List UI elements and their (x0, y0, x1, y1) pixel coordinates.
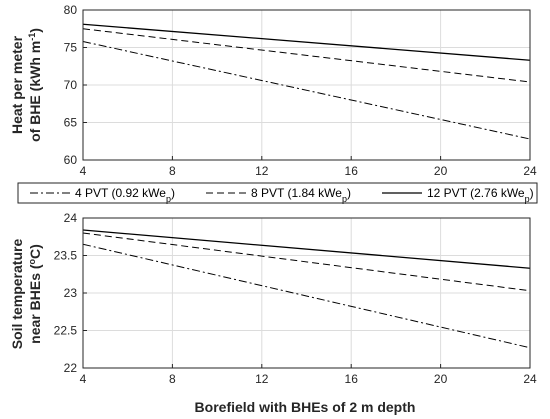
bottom-xtick-label: 12 (255, 372, 269, 386)
top-ytick-label: 65 (64, 116, 78, 130)
bottom-xtick-label: 8 (169, 372, 176, 386)
bottom-ytick-label: 24 (64, 211, 78, 225)
bottom-series-8pvt-line (82, 232, 531, 292)
top-ytick-label: 80 (64, 3, 78, 17)
top-ytick-label: 70 (64, 78, 78, 92)
bottom-series-4pvt-line (82, 243, 531, 349)
bottom-xtick-label: 16 (345, 372, 359, 386)
top-xtick-label: 4 (80, 164, 87, 178)
bottom-ylabel-line2: near BHEs (oC) (27, 244, 43, 344)
legend: 4 PVT (0.92 kWep) 8 PVT (1.84 kWep) 12 P… (17, 182, 538, 204)
bottom-panel: 4 8 12 16 20 24 22 22.5 23 23.5 24 (54, 211, 537, 386)
bottom-ytick-label: 23.5 (54, 249, 78, 263)
bottom-ytick-label: 22 (64, 361, 78, 375)
top-xtick-label: 12 (255, 164, 269, 178)
legend-label-4pvt: 4 PVT (0.92 kWep) (75, 186, 175, 204)
top-panel: 4 8 12 16 20 24 60 65 70 75 80 (64, 3, 537, 178)
top-xtick-label: 20 (434, 164, 448, 178)
top-series-8pvt-line (82, 28, 531, 83)
top-ytick-label: 75 (64, 41, 78, 55)
top-series-12pvt-line (82, 23, 531, 61)
top-series-4pvt-line (82, 41, 531, 140)
top-ylabel-line2: of BHE (kWh m-1) (27, 28, 43, 142)
bottom-xtick-label: 4 (80, 372, 87, 386)
legend-label-12pvt: 12 PVT (2.76 kWep) (427, 186, 534, 204)
bottom-ytick-label: 23 (64, 286, 78, 300)
bottom-ytick-label: 22.5 (54, 324, 78, 338)
bottom-xtick-label: 20 (434, 372, 448, 386)
legend-label-8pvt: 8 PVT (1.84 kWep) (251, 186, 351, 204)
top-xtick-label: 16 (345, 164, 359, 178)
top-xtick-label: 24 (523, 164, 537, 178)
top-ytick-label: 60 (64, 153, 78, 167)
bottom-xlabel: Borefield with BHEs of 2 m depth (195, 399, 416, 415)
bottom-xtick-label: 24 (523, 372, 537, 386)
top-xtick-label: 8 (169, 164, 176, 178)
bottom-series-12pvt-line (82, 229, 531, 269)
top-ylabel: Heat per meter (9, 35, 25, 134)
bottom-ylabel: Soil temperature (9, 239, 25, 350)
